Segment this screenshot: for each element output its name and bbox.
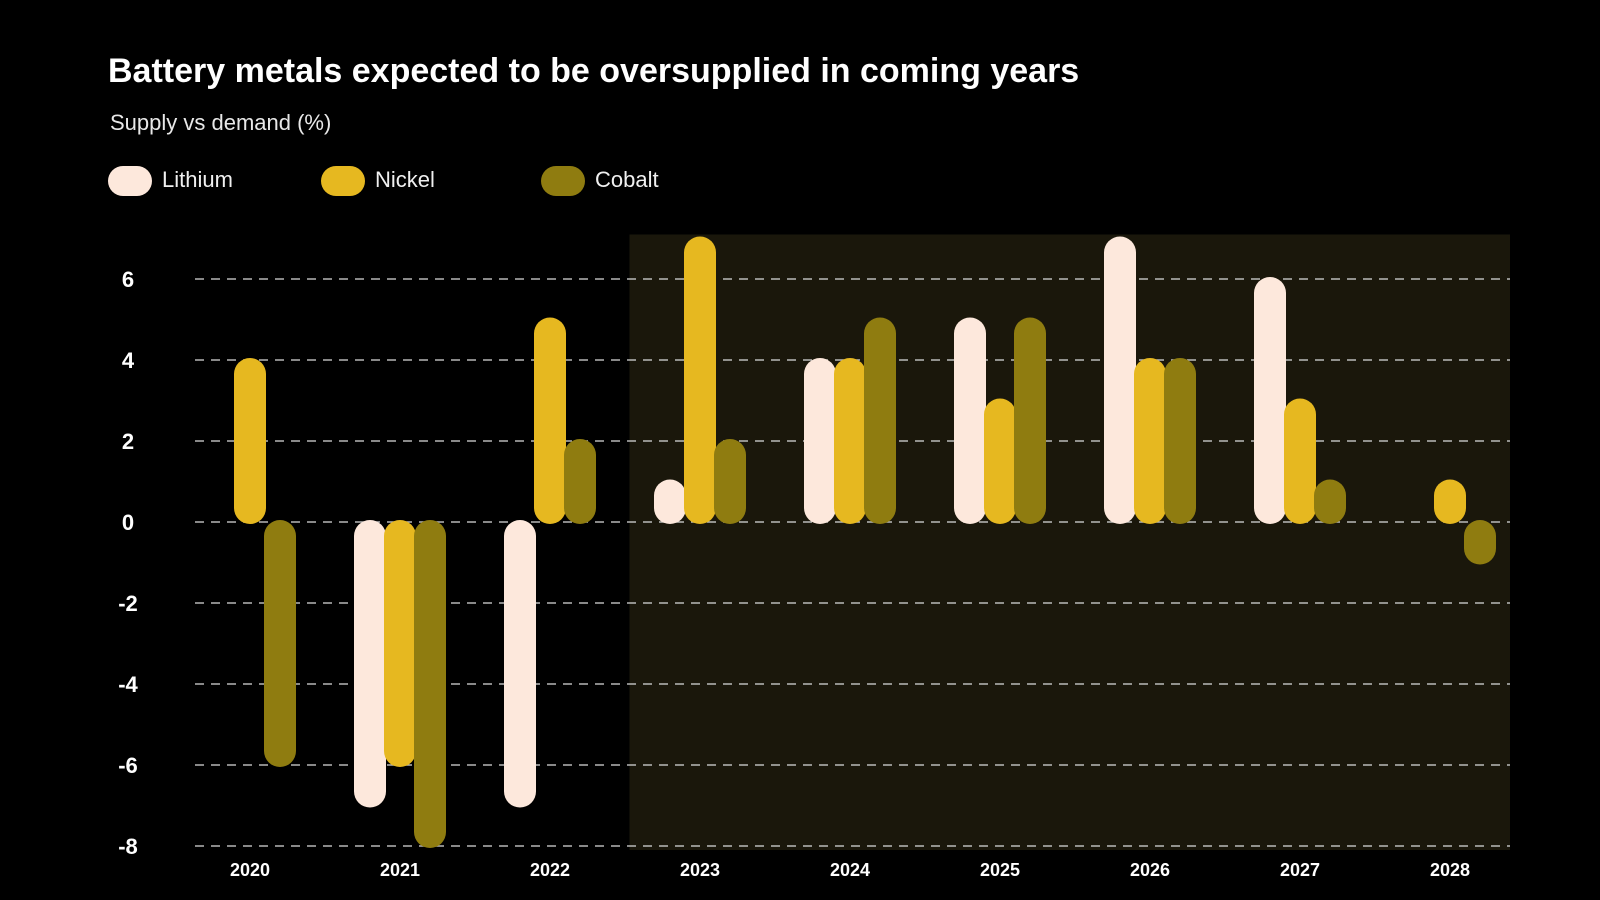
bar-cobalt-2020 (264, 520, 296, 767)
legend-swatch-nickel (321, 166, 365, 196)
forecast-highlight-region (629, 234, 1510, 850)
bar-cobalt-2026 (1164, 358, 1196, 524)
chart-subtitle: Supply vs demand (%) (110, 110, 332, 135)
bar-nickel-2025 (984, 398, 1016, 524)
y-tick-label: 6 (122, 267, 134, 292)
bar-cobalt-2024 (864, 317, 896, 524)
x-tick-label: 2026 (1130, 860, 1170, 880)
y-tick-label: -4 (118, 672, 138, 697)
y-tick-label: 2 (122, 429, 134, 454)
bar-nickel-2023 (684, 236, 716, 524)
bar-cobalt-2022 (564, 439, 596, 524)
y-tick-label: 0 (122, 510, 134, 535)
bar-nickel-2022 (534, 317, 566, 524)
bar-cobalt-2021 (414, 520, 446, 848)
bar-cobalt-2027 (1314, 479, 1346, 524)
bar-cobalt-2023 (714, 439, 746, 524)
x-tick-label: 2023 (680, 860, 720, 880)
bar-lithium-2021 (354, 520, 386, 808)
bar-nickel-2028 (1434, 479, 1466, 524)
legend-swatch-lithium (108, 166, 152, 196)
y-tick-label: -2 (118, 591, 138, 616)
x-tick-label: 2021 (380, 860, 420, 880)
bar-cobalt-2028 (1464, 520, 1496, 565)
x-tick-label: 2024 (830, 860, 870, 880)
legend-swatch-cobalt (541, 166, 585, 196)
y-tick-label: -8 (118, 834, 138, 859)
x-tick-label: 2020 (230, 860, 270, 880)
bar-nickel-2020 (234, 358, 266, 524)
chart-title: Battery metals expected to be oversuppli… (108, 52, 1080, 90)
bar-lithium-2024 (804, 358, 836, 524)
x-tick-label: 2022 (530, 860, 570, 880)
legend-label-nickel: Nickel (375, 167, 435, 192)
legend-label-cobalt: Cobalt (595, 167, 659, 192)
legend-label-lithium: Lithium (162, 167, 233, 192)
x-tick-label: 2028 (1430, 860, 1470, 880)
bar-lithium-2026 (1104, 236, 1136, 524)
bar-lithium-2027 (1254, 277, 1286, 524)
x-tick-label: 2027 (1280, 860, 1320, 880)
bar-lithium-2023 (654, 479, 686, 524)
bar-nickel-2024 (834, 358, 866, 524)
bar-lithium-2022 (504, 520, 536, 808)
bar-nickel-2026 (1134, 358, 1166, 524)
bar-cobalt-2025 (1014, 317, 1046, 524)
bar-nickel-2021 (384, 520, 416, 767)
y-tick-label: -6 (118, 753, 138, 778)
bar-lithium-2025 (954, 317, 986, 524)
bar-nickel-2027 (1284, 398, 1316, 524)
x-tick-label: 2025 (980, 860, 1020, 880)
y-tick-label: 4 (122, 348, 135, 373)
